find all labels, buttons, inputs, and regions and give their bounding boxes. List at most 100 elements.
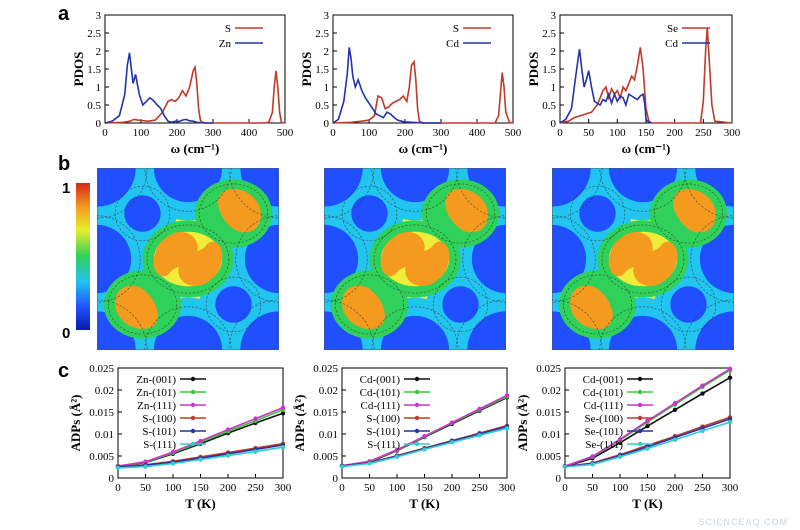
- data-point: [672, 401, 678, 406]
- y-tick-label: 2: [551, 46, 557, 58]
- x-tick-label: 300: [275, 482, 292, 494]
- y-axis-label: PDOS: [299, 52, 314, 87]
- x-tick-label: 150: [192, 482, 209, 494]
- legend-label: Cd-(001): [583, 374, 624, 386]
- y-tick-label: 0.5: [542, 100, 556, 112]
- y-tick-label: 3: [324, 10, 330, 22]
- panel-b-contour-maps: 1 0: [62, 168, 734, 350]
- y-tick-label: 0.02: [542, 385, 561, 397]
- x-tick-label: 100: [165, 482, 182, 494]
- data-point: [700, 383, 705, 388]
- data-point: [280, 405, 286, 410]
- chart-c2: 0 50 100 150 200 250 300 0 0.005 0.01 0.015 0.02 0.0…: [292, 363, 516, 511]
- x-tick-label: 0: [562, 482, 568, 494]
- legend-label: Cd-(111): [583, 400, 623, 412]
- legend-label: Se: [667, 23, 678, 35]
- x-tick-label: 250: [247, 482, 264, 494]
- y-tick-label: 0.005: [313, 451, 338, 463]
- watermark: SCIENCEAQ.COM: [698, 517, 788, 527]
- legend-label: Cd-(101): [360, 387, 401, 399]
- data-point: [449, 440, 455, 445]
- data-point: [253, 416, 258, 421]
- data-point: [645, 423, 650, 429]
- y-axis-label: PDOS: [526, 52, 541, 87]
- data-point: [727, 375, 733, 380]
- data-point: [170, 461, 176, 466]
- x-tick-label: 100: [361, 127, 378, 139]
- chart-c1: 0 50 100 150 200 250 300 0 0.005 0.01 0.015 0.02 0.0…: [68, 363, 292, 511]
- data-point: [422, 434, 427, 439]
- data-point: [143, 464, 148, 469]
- legend-marker: [414, 415, 420, 421]
- y-tick-label: 1: [96, 82, 102, 94]
- y-axis-label: PDOS: [71, 52, 86, 87]
- legend-label: S: [225, 23, 231, 35]
- data-point: [504, 426, 510, 431]
- x-tick-label: 200: [397, 127, 414, 139]
- y-tick-label: 0.015: [89, 407, 114, 419]
- y-tick-label: 0.01: [319, 429, 338, 441]
- data-point: [253, 449, 258, 454]
- series-line-Cd: [559, 49, 652, 124]
- y-tick-label: 1.5: [315, 64, 329, 76]
- panel-label-c: c: [58, 360, 69, 382]
- y-tick-label: 0.02: [319, 385, 338, 397]
- legend-marker: [190, 441, 196, 447]
- chart-c3: 0 50 100 150 200 250 300 0 0.005 0.01 0.015 0.02 0.0…: [515, 363, 739, 511]
- x-tick-label: 0: [330, 127, 336, 139]
- y-tick-label: 0.025: [313, 363, 338, 375]
- legend-label: Cd-(101): [583, 387, 624, 399]
- legend-label: Cd-(001): [360, 374, 401, 386]
- x-tick-label: 100: [389, 482, 406, 494]
- y-tick-label: 2.5: [87, 28, 101, 40]
- chart-a2: 0 100 200 300 400 500 0 0.5 1 1.5 2 2.5 3 ω (cm⁻¹) PDO…: [299, 10, 522, 156]
- x-tick-label: 0: [115, 482, 121, 494]
- colorbar-min-label: 0: [62, 325, 70, 342]
- data-point: [225, 453, 231, 458]
- legend-label: Cd: [665, 38, 678, 50]
- x-axis-label: ω (cm⁻¹): [622, 141, 671, 156]
- y-tick-label: 0.01: [542, 429, 561, 441]
- x-tick-label: 0: [102, 127, 108, 139]
- x-axis-label: T (K): [409, 496, 439, 511]
- data-point: [143, 459, 148, 464]
- x-tick-label: 400: [469, 127, 486, 139]
- legend-marker: [637, 402, 643, 408]
- legend-label: S-(100): [366, 413, 400, 425]
- x-axis-label: T (K): [185, 496, 215, 511]
- legend-label: S-(111): [143, 439, 176, 451]
- legend-label: Zn-(001): [136, 374, 176, 386]
- data-point: [672, 407, 678, 412]
- x-axis-label: ω (cm⁻¹): [171, 141, 220, 156]
- legend-marker: [414, 376, 420, 382]
- x-tick-label: 50: [583, 127, 595, 139]
- series-line-S: [332, 59, 514, 124]
- legend-marker: [637, 441, 643, 447]
- x-tick-label: 0: [557, 127, 563, 139]
- legend-label: Cd-(111): [360, 400, 400, 412]
- data-point: [672, 437, 678, 442]
- legend-label: Se-(101): [585, 426, 624, 438]
- legend-marker: [190, 428, 196, 434]
- y-tick-label: 0.025: [536, 363, 561, 375]
- y-tick-label: 1.5: [87, 64, 101, 76]
- x-tick-label: 50: [140, 482, 152, 494]
- data-point: [367, 461, 372, 466]
- y-tick-label: 1.5: [542, 64, 556, 76]
- panel-label-b: b: [58, 153, 70, 175]
- plot-frame: [332, 14, 514, 124]
- chart-a1: 0 100 200 300 400 500 0 0.5 1 1.5 2 2.5 3 ω (cm⁻¹) PDO…: [71, 10, 294, 156]
- y-tick-label: 0.01: [95, 429, 114, 441]
- x-tick-label: 250: [695, 127, 712, 139]
- legend-marker: [190, 389, 196, 395]
- series-line-Se: [559, 27, 733, 124]
- data-point: [727, 366, 733, 372]
- y-tick-label: 0.5: [315, 100, 329, 112]
- legend-marker: [414, 389, 420, 395]
- y-tick-label: 2.5: [315, 28, 329, 40]
- series-line-Zn: [104, 52, 213, 124]
- data-point: [225, 427, 231, 432]
